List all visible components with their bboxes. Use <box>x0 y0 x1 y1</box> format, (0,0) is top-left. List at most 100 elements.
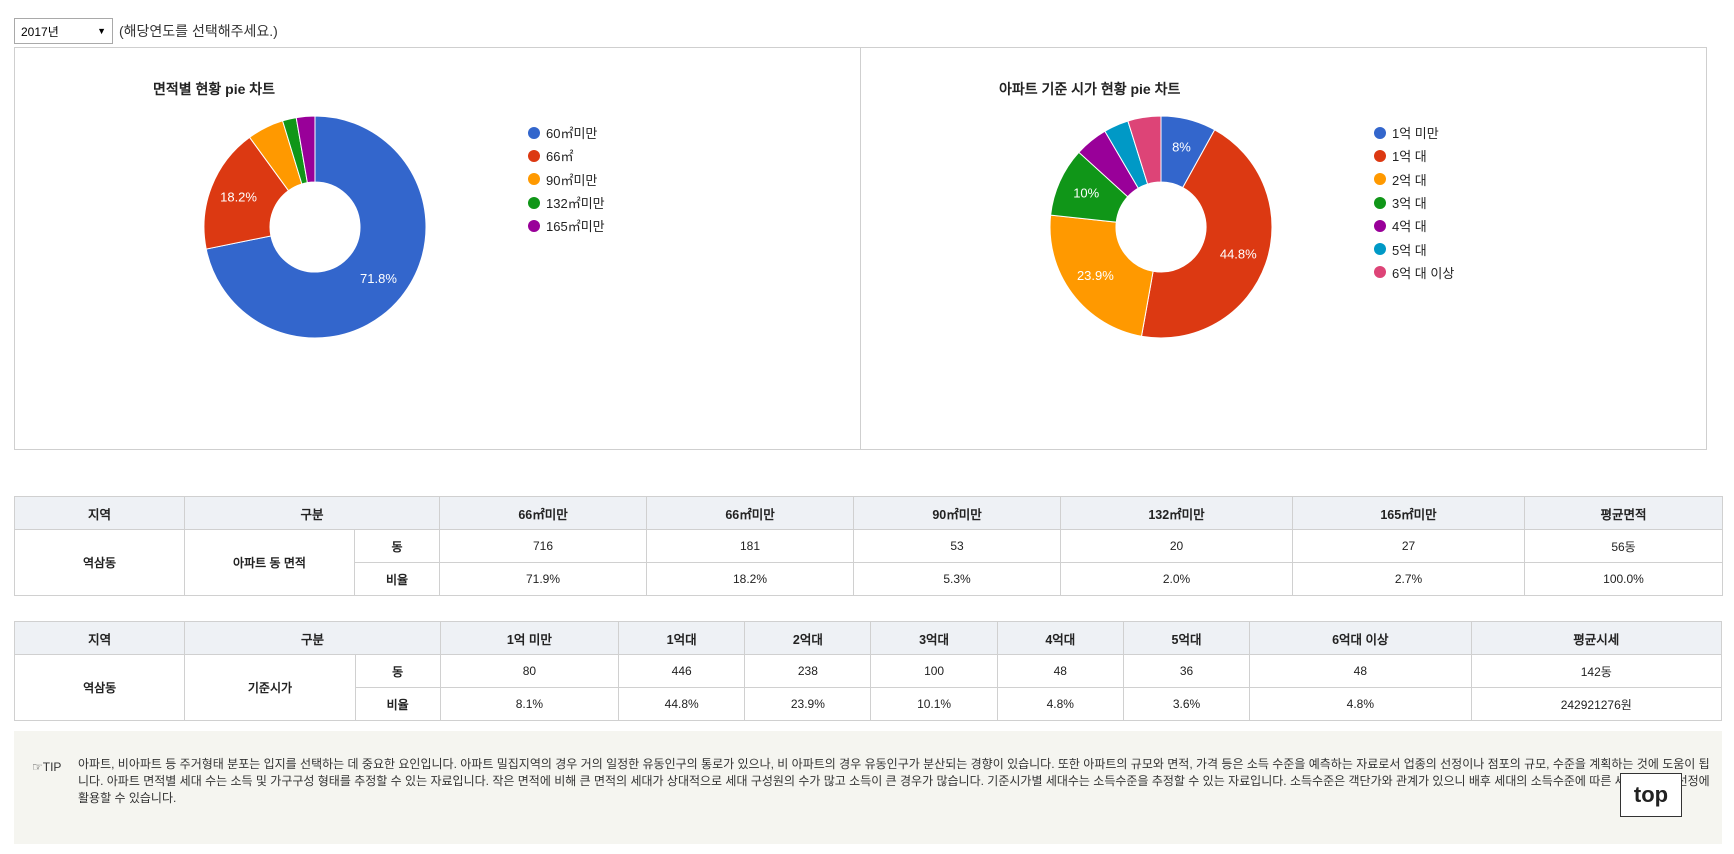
pie-slice[interactable] <box>205 115 427 339</box>
table-header-cell: 1억 미만 <box>439 621 620 655</box>
table-cell: 716 <box>439 529 648 563</box>
legend-item[interactable]: 1억 대 <box>1374 144 1454 167</box>
legend-label: 165㎡미만 <box>546 219 605 235</box>
legend-item[interactable]: 60㎡미만 <box>528 121 605 144</box>
tip-label: ☞TIP <box>32 760 62 774</box>
table-header-cell: 평균면적 <box>1524 496 1724 530</box>
table-header-cell: 165㎡미만 <box>1292 496 1526 530</box>
table-row: 역삼동 아파트 동 면적 동 716 181 53 20 27 56동 <box>14 529 1724 596</box>
table-row: 비율 71.9% 18.2% 5.3% 2.0% 2.7% 100.0% <box>15 562 1724 596</box>
legend-swatch <box>1374 219 1386 232</box>
pie-slice[interactable] <box>1127 115 1162 185</box>
table-cell: 27 <box>1292 529 1526 563</box>
pie-slice[interactable] <box>203 136 290 250</box>
table-cell: 36 <box>1122 654 1251 688</box>
table-header-cell: 지역 <box>13 621 186 655</box>
legend-item[interactable]: 165㎡미만 <box>528 214 605 237</box>
chart-legend: 1억 미만 1억 대 2억 대 3억 대 4억 대 5억 대 6억 대 이상 <box>1374 121 1454 284</box>
price-pie-chart-panel: 아파트 기준 시가 현황 pie 차트 8% 44.8% 23.9% 10% 1억 미… <box>860 47 1707 450</box>
table-cell: 2.7% <box>1292 562 1526 596</box>
table-header-cell: 132㎡미만 <box>1060 496 1294 530</box>
table-cell: 5.3% <box>853 562 1062 596</box>
row-label-cell: 비율 <box>354 687 441 721</box>
table-cell: 10.1% <box>870 687 998 721</box>
table-header-cell: 평균시세 <box>1470 621 1723 655</box>
category-cell: 아파트 동 면적 <box>184 529 355 596</box>
price-pie-chart: 8% 44.8% 23.9% 10% <box>1049 115 1273 339</box>
row-label-cell: 비율 <box>353 562 441 596</box>
legend-item[interactable]: 90㎡미만 <box>528 168 605 191</box>
legend-label: 2억 대 <box>1392 172 1427 188</box>
table-cell: 446 <box>618 654 746 688</box>
chart-legend: 60㎡미만 66㎡ 90㎡미만 132㎡미만 165㎡미만 <box>528 121 605 237</box>
chart-title: 면적별 현황 pie 차트 <box>153 81 276 97</box>
table-cell: 4.8% <box>1249 687 1472 721</box>
table-header-cell: 6억대 이상 <box>1249 621 1472 655</box>
slice-data-label: 71.8% <box>360 271 397 286</box>
chart-title: 아파트 기준 시가 현황 pie 차트 <box>999 81 1181 97</box>
legend-label: 60㎡미만 <box>546 126 598 142</box>
area-pie-chart-panel: 면적별 현황 pie 차트 71.8% 18.2% 60㎡미만 66㎡ 90㎡미만 13… <box>14 47 861 450</box>
tip-text: 아파트, 비아파트 등 주거형태 분포는 입지를 선택하는 데 중요한 요인입니… <box>78 757 1710 805</box>
legend-label: 3억 대 <box>1392 196 1427 212</box>
legend-label: 132㎡미만 <box>546 196 605 212</box>
legend-label: 1억 미만 <box>1392 126 1439 142</box>
slice-data-label: 44.8% <box>1220 246 1257 261</box>
table-cell: 53 <box>853 529 1062 563</box>
legend-swatch <box>528 219 540 232</box>
table-cell: 20 <box>1060 529 1294 563</box>
scroll-top-button[interactable]: top <box>1620 773 1682 817</box>
pie-slice[interactable] <box>1140 129 1273 339</box>
legend-swatch <box>1374 149 1386 162</box>
table-header-cell: 1억대 <box>618 621 746 655</box>
year-select[interactable]: 2017년 ▼ <box>14 18 113 44</box>
pie-slice[interactable] <box>295 115 316 184</box>
row-label-cell: 동 <box>353 529 441 563</box>
table-cell: 181 <box>646 529 855 563</box>
table-header-cell: 2억대 <box>744 621 872 655</box>
legend-swatch <box>1374 126 1386 139</box>
pie-slice[interactable] <box>1049 214 1154 337</box>
table-header-cell: 지역 <box>14 496 185 530</box>
table-header-cell: 구분 <box>184 621 441 655</box>
table-header-cell: 90㎡미만 <box>853 496 1062 530</box>
tip-box: ☞TIP 아파트, 비아파트 등 주거형태 분포는 입지를 선택하는 데 중요한… <box>14 731 1722 844</box>
legend-item[interactable]: 2억 대 <box>1374 168 1454 191</box>
table-cell: 80 <box>439 654 620 688</box>
slice-data-label: 8% <box>1172 140 1191 155</box>
category-cell: 기준시가 <box>184 654 356 721</box>
legend-item[interactable]: 6억 대 이상 <box>1374 261 1454 284</box>
table-cell: 23.9% <box>744 687 872 721</box>
slice-data-label: 23.9% <box>1077 268 1114 283</box>
row-label-cell: 동 <box>354 654 441 688</box>
area-table: 지역 구분 66㎡미만 66㎡미만 90㎡미만 132㎡미만 165㎡미만 평균… <box>14 496 1724 596</box>
table-header-row: 지역 구분 66㎡미만 66㎡미만 90㎡미만 132㎡미만 165㎡미만 평균… <box>14 496 1724 530</box>
legend-item[interactable]: 66㎡ <box>528 144 605 167</box>
legend-swatch <box>1374 173 1386 186</box>
legend-item[interactable]: 5억 대 <box>1374 237 1454 260</box>
legend-swatch <box>1374 266 1386 279</box>
legend-swatch <box>528 126 540 139</box>
legend-label: 4억 대 <box>1392 219 1427 235</box>
table-cell: 48 <box>1249 654 1472 688</box>
table-cell: 100.0% <box>1524 562 1724 596</box>
table-cell: 18.2% <box>646 562 855 596</box>
table-cell: 100 <box>870 654 998 688</box>
legend-item[interactable]: 3억 대 <box>1374 191 1454 214</box>
legend-item[interactable]: 132㎡미만 <box>528 191 605 214</box>
year-selector-row: 2017년 ▼ (해당연도를 선택해주세요.) <box>14 17 278 45</box>
legend-label: 90㎡미만 <box>546 172 598 188</box>
table-row: 역삼동 기준시가 동 80 446 238 100 48 36 48 142동 <box>13 654 1723 721</box>
table-header-cell: 5억대 <box>1122 621 1251 655</box>
legend-item[interactable]: 4억 대 <box>1374 214 1454 237</box>
table-cell: 242921276원 <box>1470 687 1723 721</box>
legend-item[interactable]: 1억 미만 <box>1374 121 1454 144</box>
table-header-cell: 3억대 <box>870 621 998 655</box>
table-cell: 142동 <box>1470 654 1723 688</box>
legend-label: 5억 대 <box>1392 242 1427 258</box>
price-table: 지역 구분 1억 미만 1억대 2억대 3억대 4억대 5억대 6억대 이상 평… <box>13 621 1723 721</box>
table-cell: 238 <box>744 654 872 688</box>
legend-label: 6억 대 이상 <box>1392 265 1455 281</box>
legend-swatch <box>1374 243 1386 256</box>
legend-swatch <box>528 173 540 186</box>
